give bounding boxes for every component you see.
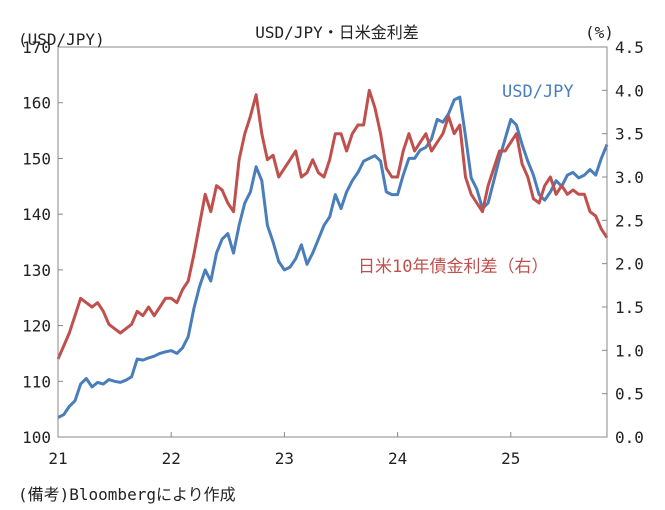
left-tick-label: 110 [22,372,51,391]
right-tick-label: 3.5 [615,125,644,144]
x-tick-label: 25 [501,449,520,468]
left-tick-label: 150 [22,149,51,168]
left-tick-label: 160 [22,94,51,113]
right-tick-label: 0.0 [615,428,644,447]
left-tick-label: 130 [22,261,51,280]
x-tick-label: 24 [388,449,407,468]
right-tick-label: 3.0 [615,168,644,187]
x-tick-label: 22 [162,449,181,468]
right-tick-label: 1.5 [615,298,644,317]
right-tick-label: 2.5 [615,211,644,230]
right-tick-label: 1.0 [615,341,644,360]
left-axis-unit: (USD/JPY) [18,30,105,49]
x-axis: 21 22 23 24 25 [48,432,520,468]
left-tick-label: 100 [22,428,51,447]
x-tick-label: 21 [48,449,67,468]
right-tick-label: 2.0 [615,255,644,274]
plot-frame [57,46,608,438]
left-tick-label: 120 [22,317,51,336]
series-label-usdjpy: USD/JPY [502,82,574,102]
left-tick-label: 140 [22,205,51,224]
footnote: (備考)Bloombergにより作成 [18,485,236,504]
chart-title: USD/JPY・日米金利差 [255,23,418,42]
right-tick-label: 0.5 [615,385,644,404]
right-tick-label: 4.0 [615,81,644,100]
series-label-spread: 日米10年債金利差（右） [358,257,548,277]
series-layer [56,88,609,419]
right-axis-unit: (%) [585,23,614,42]
right-axis: 0.0 0.5 1.0 1.5 2.0 2.5 3.0 3.5 4.0 4.5 [602,38,644,447]
rate-spread-line [56,88,609,360]
left-tick-label: 170 [22,38,51,57]
x-tick-label: 23 [275,449,294,468]
usdjpy-line [57,95,609,419]
left-axis: 100 110 120 130 140 150 160 170 [22,38,63,447]
right-tick-label: 4.5 [615,38,644,57]
